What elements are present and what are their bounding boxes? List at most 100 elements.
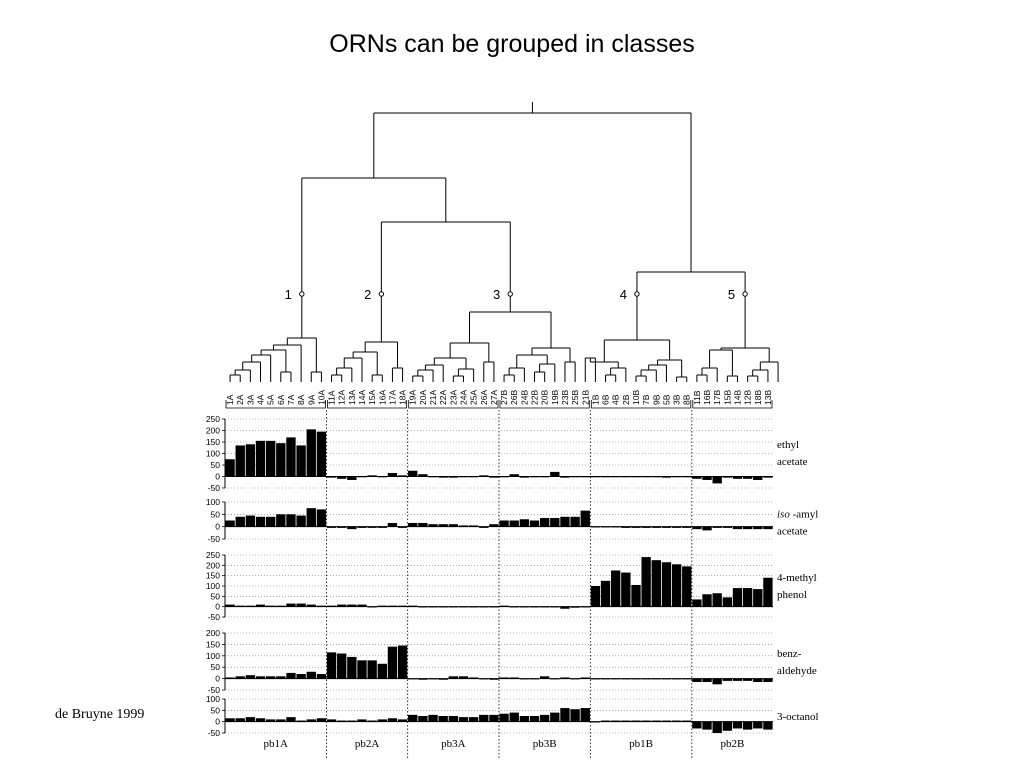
bar bbox=[276, 514, 286, 527]
y-tick-label: 150 bbox=[206, 639, 220, 649]
bar bbox=[265, 516, 276, 527]
bar bbox=[539, 518, 550, 527]
bar bbox=[255, 440, 266, 477]
y-tick-label: 150 bbox=[206, 437, 220, 447]
bar bbox=[519, 716, 530, 722]
neuron-label: 11A bbox=[327, 390, 337, 405]
neuron-label: 1A bbox=[225, 394, 235, 405]
y-tick-label: 200 bbox=[206, 628, 220, 638]
bar bbox=[753, 476, 763, 480]
bar bbox=[479, 678, 489, 680]
neuron-label: 10A bbox=[316, 390, 326, 405]
bar bbox=[742, 588, 753, 607]
neuron-label: 14A bbox=[357, 390, 367, 405]
bar bbox=[408, 678, 418, 680]
bar bbox=[763, 678, 773, 683]
odor-label-line2: phenol bbox=[777, 589, 807, 601]
neuron-label: 20A bbox=[418, 390, 428, 405]
cluster-node bbox=[507, 291, 513, 297]
group-bracket bbox=[327, 400, 408, 409]
bar bbox=[347, 476, 357, 480]
bar bbox=[337, 476, 347, 479]
odor-label-line2: acetate bbox=[777, 526, 808, 538]
bar bbox=[702, 526, 712, 531]
bar bbox=[255, 718, 266, 722]
bar bbox=[347, 526, 357, 530]
neuron-label: 4A bbox=[256, 394, 266, 405]
bar bbox=[448, 476, 459, 478]
bar bbox=[468, 606, 479, 608]
bar bbox=[590, 526, 601, 528]
odor-label: ethyl bbox=[777, 439, 799, 451]
bar bbox=[661, 526, 672, 528]
bar bbox=[631, 720, 641, 722]
bar bbox=[337, 526, 347, 528]
bar bbox=[225, 520, 235, 527]
bar bbox=[651, 526, 661, 528]
bar bbox=[692, 678, 702, 683]
bar bbox=[519, 678, 530, 680]
group-labels: pb1A pb2A pb3A pb3B pb1B pb2B bbox=[264, 738, 745, 750]
bar bbox=[347, 656, 357, 679]
cluster-number: 4 bbox=[620, 287, 627, 302]
bar bbox=[367, 660, 377, 679]
bar bbox=[611, 476, 621, 478]
cluster-number: 3 bbox=[493, 287, 500, 302]
neuron-label: 9B bbox=[651, 394, 661, 405]
bar bbox=[509, 712, 519, 722]
bar bbox=[235, 718, 245, 722]
bar bbox=[671, 678, 682, 680]
cluster-node bbox=[634, 291, 640, 297]
bar bbox=[397, 645, 408, 679]
bar bbox=[235, 605, 245, 607]
citation: de Bruyne 1999 bbox=[55, 707, 145, 722]
bar bbox=[499, 713, 509, 722]
bar bbox=[397, 719, 408, 722]
bar bbox=[377, 719, 387, 722]
bar bbox=[448, 606, 459, 608]
bar bbox=[712, 593, 722, 607]
bar bbox=[296, 515, 306, 527]
bar bbox=[316, 509, 327, 527]
bar bbox=[306, 671, 316, 679]
y-tick-label: 50 bbox=[211, 705, 221, 715]
bar bbox=[265, 605, 276, 607]
bar bbox=[580, 606, 590, 608]
bar bbox=[732, 476, 743, 479]
slide-title: ORNs can be grouped in classes bbox=[329, 30, 695, 58]
odor-label: 4-methyl bbox=[777, 572, 817, 584]
bar bbox=[468, 677, 479, 679]
neuron-label: 18A bbox=[398, 390, 408, 405]
odor-label-line2: acetate bbox=[777, 456, 808, 468]
cluster-node bbox=[742, 291, 748, 297]
bar bbox=[621, 720, 631, 722]
bar bbox=[286, 603, 296, 607]
neuron-label: 19B bbox=[550, 390, 560, 405]
bar bbox=[763, 721, 773, 730]
bar bbox=[641, 720, 651, 722]
bar bbox=[408, 470, 418, 477]
bar bbox=[763, 577, 773, 607]
bar bbox=[225, 677, 235, 679]
bar bbox=[235, 676, 245, 679]
bar bbox=[702, 678, 712, 683]
dendrogram: 1 2 3 4 5 bbox=[229, 102, 779, 382]
neuron-label: 13B bbox=[763, 390, 773, 405]
neuron-label: 16A bbox=[377, 390, 387, 405]
neuron-label: 3A bbox=[245, 394, 255, 405]
bar bbox=[509, 474, 519, 477]
bar bbox=[326, 526, 337, 528]
bar bbox=[479, 714, 489, 722]
bar bbox=[337, 653, 347, 679]
group-label: pb2A bbox=[355, 738, 380, 750]
neuron-label: 5A bbox=[266, 394, 276, 405]
bar bbox=[408, 714, 418, 722]
bar bbox=[590, 476, 601, 478]
bar bbox=[570, 516, 580, 527]
neuron-label: 15A bbox=[367, 390, 377, 405]
y-tick-label: -50 bbox=[208, 483, 221, 493]
neuron-label: 10B bbox=[631, 390, 641, 405]
bar bbox=[408, 522, 418, 527]
bar bbox=[316, 674, 327, 679]
neuron-label: 6B bbox=[601, 394, 611, 405]
